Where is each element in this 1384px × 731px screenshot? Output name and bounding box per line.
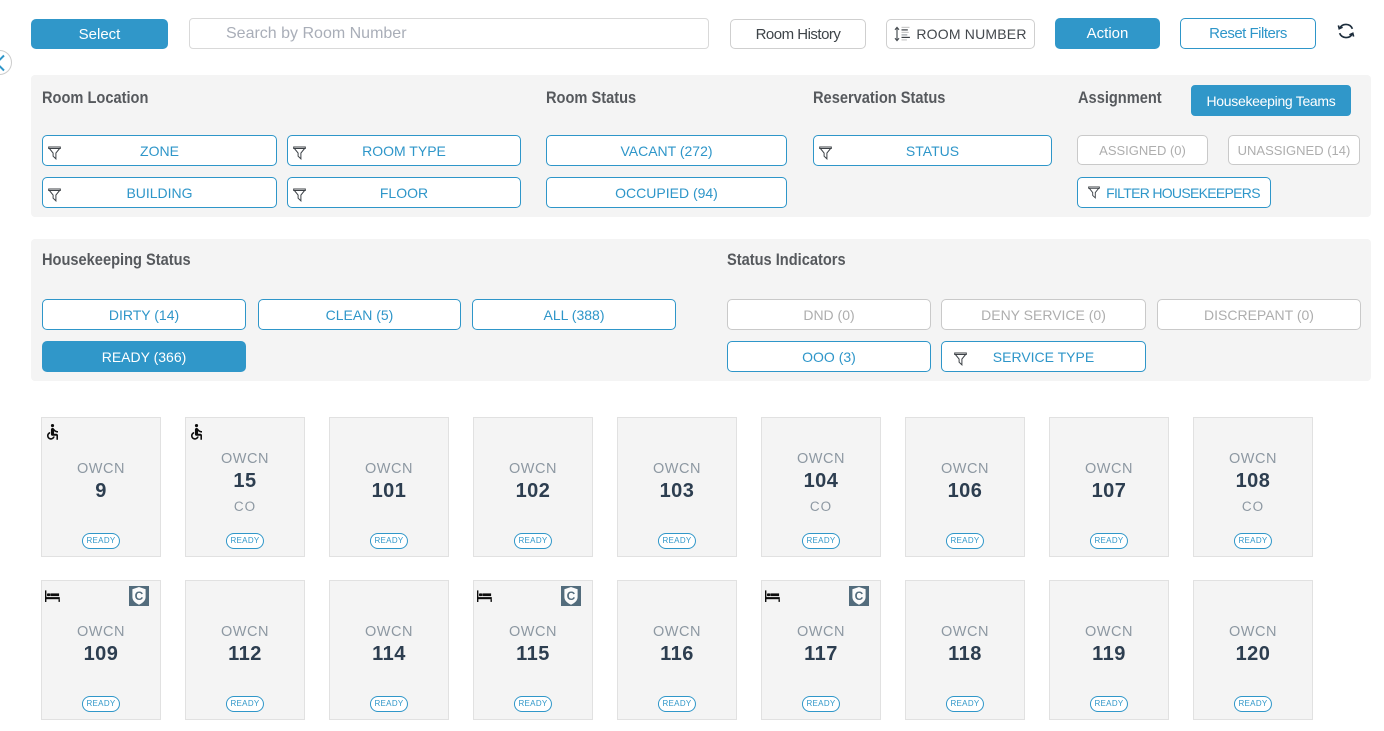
svg-text:C: C <box>855 589 864 603</box>
svg-text:C: C <box>567 589 576 603</box>
svg-text:C: C <box>135 589 144 603</box>
